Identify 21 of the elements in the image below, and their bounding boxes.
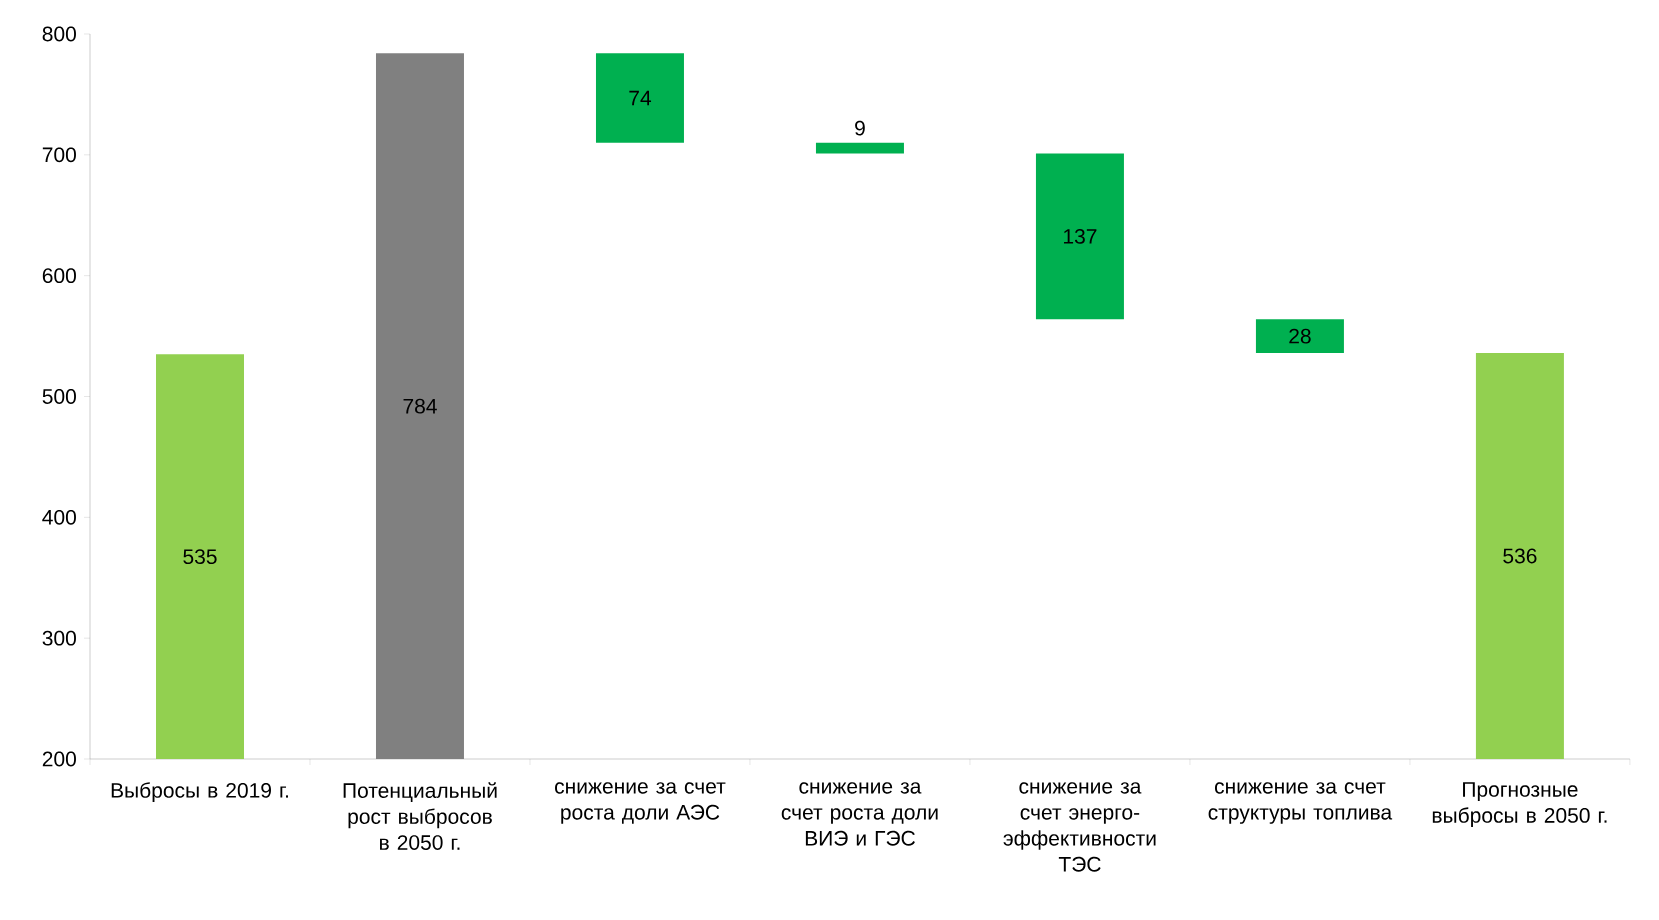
data-label: 28 [1289,328,1311,344]
y-tick-label: 700 [42,147,76,163]
x-tick-label: снижение за счет роста доли ВИЭ и ГЭС [781,782,938,846]
x-tick-label: Потенциальный рост выбросов в 2050 г. [343,782,497,850]
y-tick-label: 200 [42,751,76,767]
data-label: 784 [403,398,437,414]
data-label: 535 [183,549,217,565]
data-label: 9 [855,120,865,136]
y-tick-label: 800 [42,26,76,42]
y-tick-label: 300 [42,630,76,646]
x-tick-label: Прогнозные выбросы в 2050 г. [1432,782,1607,828]
x-tick-label: снижение за счет роста доли АЭС [555,782,726,824]
x-tick-label: Выбросы в 2019 г. [111,782,289,802]
x-tick-label: снижение за счет структуры топлива [1208,782,1393,824]
x-tick-label: снижение за счет энерго-эффективности ТЭС [1003,782,1156,872]
data-label: 74 [629,90,652,106]
y-tick-label: 500 [42,389,76,404]
data-label: 536 [1503,548,1537,564]
y-tick-label: 400 [42,509,76,525]
data-label: 137 [1064,228,1097,244]
y-tick-label: 600 [42,268,76,284]
